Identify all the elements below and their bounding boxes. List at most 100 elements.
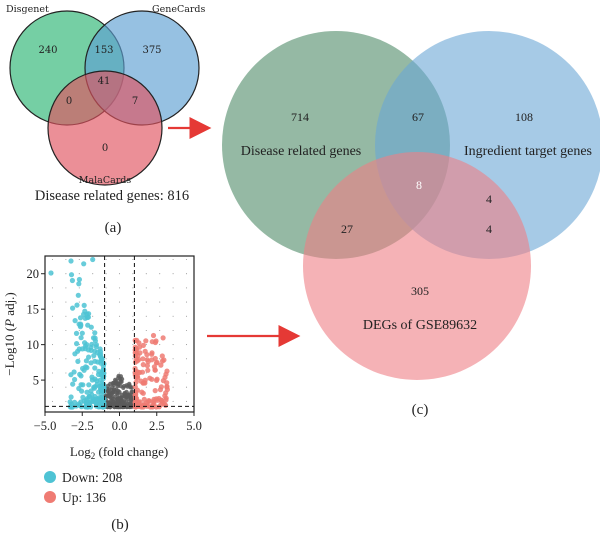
grid-dot [172, 329, 174, 332]
grid-dot [145, 301, 147, 303]
volcano-point-ns [111, 380, 117, 385]
panel-label-a: (a) [105, 220, 122, 236]
volcano-point-down [79, 346, 85, 352]
volcano-point-up [135, 369, 141, 375]
volcano-point-up [160, 335, 166, 341]
volcano-b: −5.0 −2.5 0.0 2.5 5.0 5 10 15 20 −Log10 (P adj.… [2, 255, 202, 533]
x-tick-label: 5.0 [186, 419, 202, 433]
grid-dot [92, 372, 94, 374]
volcano-point-up [157, 387, 163, 393]
grid-dot [172, 273, 174, 275]
volcano-point-ns [118, 376, 123, 382]
venn-c-count-all-three: 8 [416, 178, 422, 192]
grid-dot [105, 358, 107, 360]
grid-dot [65, 358, 67, 360]
venn-c-set-label-disease: Disease related genes [241, 144, 362, 159]
volcano-point-down [84, 396, 90, 402]
grid-dot [132, 315, 134, 317]
grid-dot [185, 400, 188, 402]
volcano-point-down [72, 376, 78, 383]
volcano-point-up [163, 390, 169, 396]
grid-dot [78, 273, 80, 275]
volcano-point-down [75, 358, 81, 364]
volcano-point-up [145, 367, 151, 373]
grid-dot [159, 372, 161, 374]
grid-dot [132, 258, 134, 261]
grid-dot [65, 258, 67, 261]
venn-a: Disgenet GeneCards MalaCards 240 375 153… [6, 4, 206, 236]
volcano-point-down [77, 371, 83, 377]
venn-a-count-malacards-only: 0 [102, 143, 108, 154]
venn-a-count-all-three: 41 [98, 76, 111, 87]
grid-dot [172, 358, 174, 360]
volcano-point-ns [116, 381, 121, 387]
volcano-point-up [136, 340, 142, 346]
grid-dot [132, 329, 134, 332]
grid-dot [159, 287, 161, 289]
volcano-point-ns [121, 385, 126, 390]
volcano-point-down [91, 385, 97, 391]
volcano-point-down [69, 277, 75, 284]
volcano-point-up [143, 338, 149, 344]
volcano-point-down [89, 377, 95, 383]
volcano-x-ticks: −5.0 −2.5 0.0 2.5 5.0 [34, 412, 202, 433]
grid-dot [132, 301, 134, 303]
venn-a-count-genecards-only: 375 [142, 45, 161, 56]
grid-dot [51, 315, 54, 317]
legend-down-label: Down: 208 [62, 470, 123, 485]
venn-c-count-ingredient-only: 108 [515, 110, 533, 124]
volcano-point-up [144, 352, 150, 358]
venn-c-count-degs-only: 305 [411, 284, 429, 298]
volcano-point-down [93, 342, 99, 348]
volcano-point-down [68, 372, 74, 378]
volcano-point-down [70, 305, 76, 311]
volcano-x-axis-label: Log2 (fold change) [70, 444, 168, 461]
grid-dot [118, 315, 121, 317]
venn-a-count-disgenet-only: 240 [38, 45, 57, 56]
volcano-point-ns [106, 387, 112, 392]
x-tick-label: 0.0 [112, 419, 128, 433]
y-tick-label: 10 [27, 338, 40, 352]
volcano-point-down [96, 404, 102, 410]
grid-dot [51, 400, 54, 402]
grid-dot [172, 344, 174, 346]
volcano-point-down [68, 394, 74, 400]
volcano-point-down [92, 365, 98, 371]
grid-dot [159, 315, 161, 317]
volcano-point-down [48, 270, 54, 276]
legend-up-label: Up: 136 [62, 490, 106, 505]
grid-dot [145, 372, 147, 374]
grid-dot [145, 329, 147, 332]
volcano-point-down [92, 330, 98, 336]
volcano-point-up [152, 339, 158, 346]
grid-dot [159, 329, 161, 332]
venn-a-set-label-malacards: MalaCards [79, 175, 132, 186]
grid-dot [118, 358, 121, 360]
grid-dot [132, 287, 134, 289]
volcano-point-down [94, 378, 100, 384]
volcano-point-down [81, 302, 87, 308]
grid-dot [51, 287, 54, 289]
venn-a-set-label-genecards: GeneCards [152, 4, 206, 15]
venn-c-set-label-ingredient: Ingredient target genes [464, 144, 592, 159]
volcano-point-up [152, 388, 158, 394]
volcano-point-down [83, 404, 89, 410]
volcano-point-up [140, 356, 146, 362]
volcano-point-down [67, 404, 73, 410]
volcano-point-up [137, 350, 143, 356]
volcano-point-up [147, 375, 153, 381]
x-tick-label: 2.5 [149, 419, 165, 433]
volcano-point-up [164, 368, 170, 374]
venn-c-count-disease-ingredient: 67 [412, 110, 424, 124]
volcano-point-down [74, 341, 80, 347]
volcano-point-ns [114, 387, 119, 392]
grid-dot [159, 358, 161, 360]
grid-dot [105, 344, 107, 346]
venn-a-set-label-disgenet: Disgenet [6, 4, 49, 15]
volcano-point-down [90, 256, 96, 263]
grid-dot [185, 301, 188, 303]
grid-dot [145, 273, 147, 275]
grid-dot [145, 258, 147, 261]
grid-dot [145, 386, 147, 388]
